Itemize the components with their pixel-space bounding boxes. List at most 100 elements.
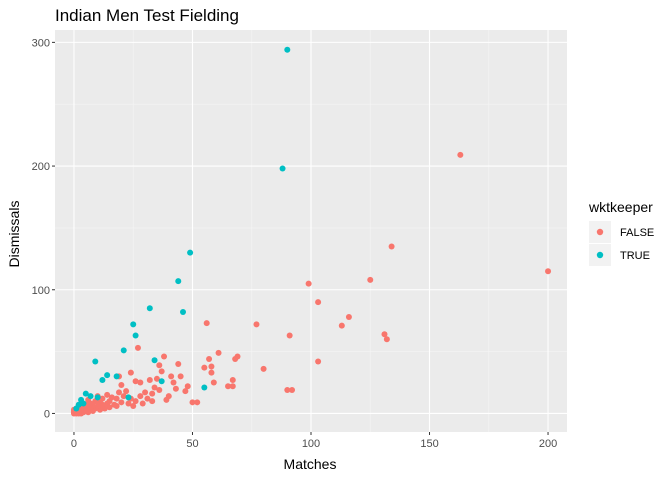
data-point-false — [545, 268, 552, 275]
data-point-true — [201, 384, 208, 391]
data-point-false — [229, 377, 236, 384]
data-point-false — [383, 336, 390, 343]
data-point-true — [132, 332, 139, 339]
data-point-false — [172, 385, 179, 392]
chart-title: Indian Men Test Fielding — [55, 6, 239, 25]
data-point-true — [187, 249, 194, 256]
x-tick-label: 200 — [539, 438, 557, 450]
data-point-false — [125, 400, 132, 407]
data-point-true — [125, 394, 132, 401]
data-point-true — [99, 377, 106, 384]
data-point-true — [158, 378, 165, 385]
data-points — [70, 46, 552, 417]
data-point-false — [132, 378, 139, 385]
data-point-false — [215, 349, 222, 356]
data-point-false — [146, 377, 153, 384]
data-point-false — [161, 353, 168, 360]
data-point-false — [232, 356, 239, 363]
data-point-false — [151, 384, 158, 391]
data-point-true — [175, 278, 182, 285]
data-point-false — [203, 320, 210, 327]
data-point-false — [163, 396, 170, 403]
legend-key-false-dot — [596, 228, 604, 236]
data-point-false — [104, 400, 111, 407]
data-point-false — [201, 364, 208, 371]
data-point-false — [168, 373, 175, 380]
x-axis-title: Matches — [284, 456, 337, 472]
data-point-true — [92, 358, 99, 365]
data-point-false — [381, 331, 388, 338]
data-point-true — [73, 405, 80, 412]
x-tick-label: 0 — [71, 438, 77, 450]
data-point-true — [130, 321, 137, 328]
data-point-false — [225, 383, 232, 390]
data-point-false — [149, 390, 156, 397]
axes: 0 50 100 150 200 0 100 200 300 — [32, 37, 558, 450]
data-point-false — [149, 398, 156, 405]
data-point-true — [180, 309, 186, 316]
data-point-false — [367, 276, 374, 283]
data-point-false — [184, 383, 191, 390]
legend-key-true-dot — [596, 251, 604, 259]
y-tick-label: 200 — [32, 161, 50, 173]
data-point-false — [194, 399, 201, 406]
legend-label-true: TRUE — [620, 250, 650, 262]
y-tick-label: 100 — [32, 285, 50, 297]
data-point-true — [151, 357, 158, 364]
data-point-false — [284, 386, 291, 393]
data-point-false — [315, 358, 322, 365]
data-point-false — [118, 399, 125, 406]
data-point-false — [142, 389, 149, 396]
data-point-false — [118, 381, 125, 388]
data-point-false — [315, 299, 322, 306]
data-point-true — [82, 390, 89, 397]
data-point-false — [130, 403, 137, 410]
data-point-false — [260, 365, 267, 372]
data-point-true — [120, 347, 127, 354]
data-point-false — [139, 400, 146, 407]
data-point-false — [289, 386, 296, 393]
legend-title: wktkeeper — [588, 199, 653, 215]
data-point-false — [111, 401, 118, 408]
data-point-false — [153, 375, 160, 382]
data-point-false — [345, 313, 352, 320]
x-tick-label: 100 — [302, 438, 320, 450]
data-point-false — [156, 386, 163, 393]
data-point-false — [144, 395, 151, 402]
data-point-false — [388, 243, 395, 250]
data-point-false — [210, 379, 217, 386]
data-point-false — [286, 332, 293, 339]
data-point-false — [177, 373, 184, 380]
data-point-false — [123, 388, 130, 395]
legend: wktkeeper FALSE TRUE — [588, 199, 654, 266]
data-point-false — [338, 322, 345, 329]
data-point-false — [156, 362, 163, 369]
data-point-true — [104, 372, 111, 379]
data-point-false — [253, 321, 260, 328]
data-point-false — [132, 398, 139, 405]
data-point-false — [229, 383, 236, 390]
data-point-false — [116, 389, 122, 396]
data-point-false — [120, 393, 127, 400]
y-tick-label: 300 — [32, 37, 50, 49]
data-point-true — [113, 373, 120, 380]
data-point-false — [137, 393, 144, 400]
data-point-true — [284, 46, 291, 53]
x-tick-label: 50 — [186, 438, 198, 450]
x-tick-label: 150 — [420, 438, 438, 450]
data-point-false — [208, 369, 215, 376]
data-point-false — [206, 356, 213, 363]
data-point-true — [80, 400, 87, 407]
data-point-false — [305, 280, 312, 287]
data-point-false — [134, 344, 141, 351]
plot-panel — [55, 30, 567, 432]
data-point-false — [182, 388, 189, 395]
data-point-false — [104, 391, 111, 398]
data-point-false — [158, 368, 165, 375]
data-point-true — [87, 393, 94, 400]
y-tick-label: 0 — [44, 408, 50, 420]
data-point-false — [208, 363, 215, 370]
data-point-false — [457, 151, 464, 158]
y-axis-title: Dismissals — [6, 201, 22, 268]
